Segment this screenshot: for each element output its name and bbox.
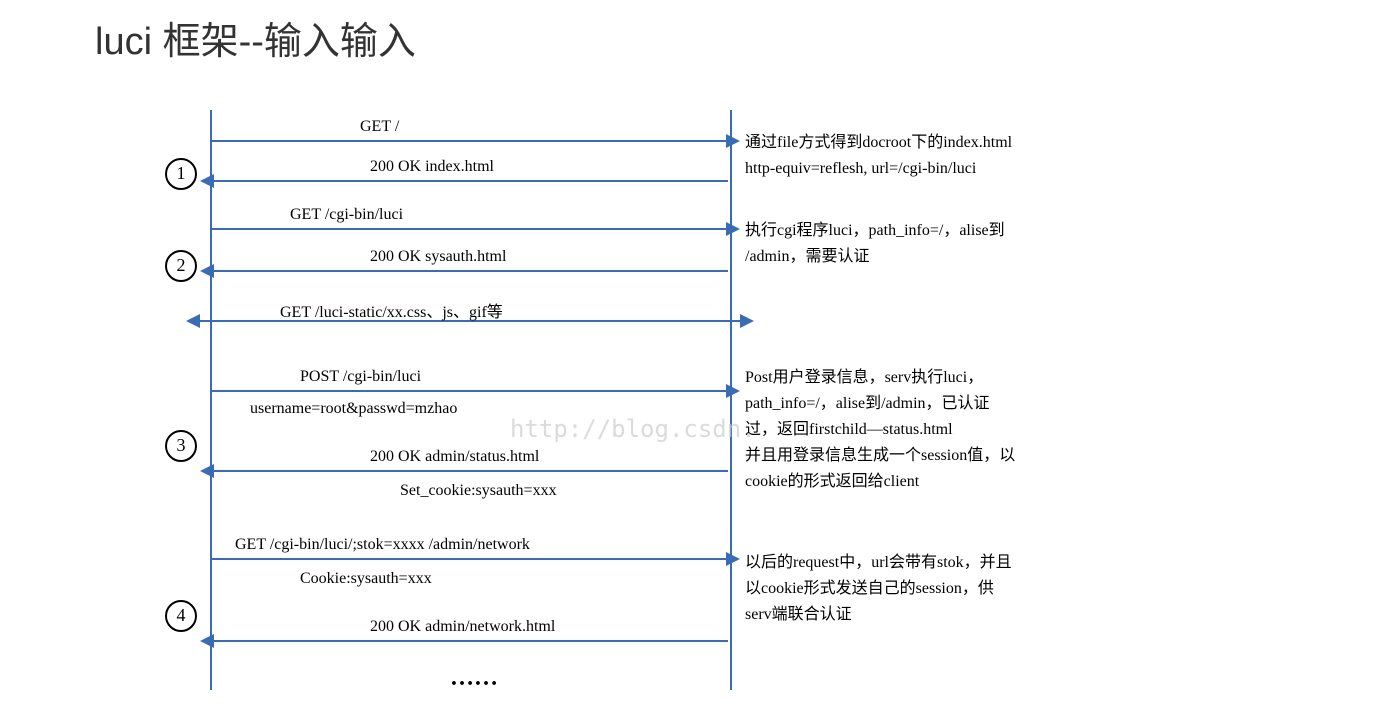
- arrow-head-icon: [186, 314, 200, 328]
- message-label: 200 OK admin/network.html: [370, 618, 555, 636]
- annotation-note: 通过file方式得到docroot下的index.htmlhttp-equiv=…: [745, 130, 1165, 182]
- lifeline-client: [210, 110, 212, 690]
- message-label: GET /cgi-bin/luci: [290, 206, 403, 224]
- arrow-head-icon: [200, 464, 214, 478]
- arrow-head-icon: [740, 314, 754, 328]
- message-label: POST /cgi-bin/luci: [300, 368, 421, 386]
- message-label: 200 OK sysauth.html: [370, 248, 506, 266]
- message-label: Set_cookie:sysauth=xxx: [400, 482, 557, 500]
- annotation-note: 执行cgi程序luci，path_info=/，alise到/admin，需要认…: [745, 218, 1165, 270]
- message-arrow: [212, 228, 728, 230]
- message-arrow: [212, 640, 728, 642]
- message-arrow: [212, 558, 728, 560]
- message-label: GET /luci-static/xx.css、js、gif等: [280, 298, 503, 322]
- ellipsis: ……: [450, 665, 498, 692]
- arrow-head-icon: [726, 222, 740, 236]
- message-label: Cookie:sysauth=xxx: [300, 570, 432, 588]
- page-title: luci 框架--输入输入: [95, 10, 416, 65]
- arrow-head-icon: [200, 264, 214, 278]
- message-label: 200 OK admin/status.html: [370, 448, 539, 466]
- watermark: http://blog.csdn.: [510, 415, 756, 443]
- step-number-3: 3: [165, 430, 197, 462]
- message-arrow: [212, 470, 728, 472]
- lifeline-server: [730, 110, 732, 690]
- message-label: username=root&passwd=mzhao: [250, 400, 457, 418]
- arrow-head-icon: [726, 552, 740, 566]
- arrow-head-icon: [726, 134, 740, 148]
- message-arrow: [212, 180, 728, 182]
- message-label: GET /cgi-bin/luci/;stok=xxxx /admin/netw…: [235, 536, 530, 554]
- step-number-1: 1: [165, 158, 197, 190]
- message-label: 200 OK index.html: [370, 158, 494, 176]
- message-arrow: [212, 390, 728, 392]
- arrow-head-icon: [200, 174, 214, 188]
- annotation-note: Post用户登录信息，serv执行luci，path_info=/，alise到…: [745, 365, 1165, 495]
- step-number-2: 2: [165, 250, 197, 282]
- message-arrow: [212, 140, 728, 142]
- arrow-head-icon: [200, 634, 214, 648]
- sequence-diagram: 1234 GET /200 OK index.htmlGET /cgi-bin/…: [170, 110, 1270, 690]
- step-number-4: 4: [165, 600, 197, 632]
- arrow-head-icon: [726, 384, 740, 398]
- message-label: GET /: [360, 118, 399, 136]
- message-arrow: [212, 270, 728, 272]
- annotation-note: 以后的request中，url会带有stok，并且以cookie形式发送自己的s…: [745, 550, 1165, 628]
